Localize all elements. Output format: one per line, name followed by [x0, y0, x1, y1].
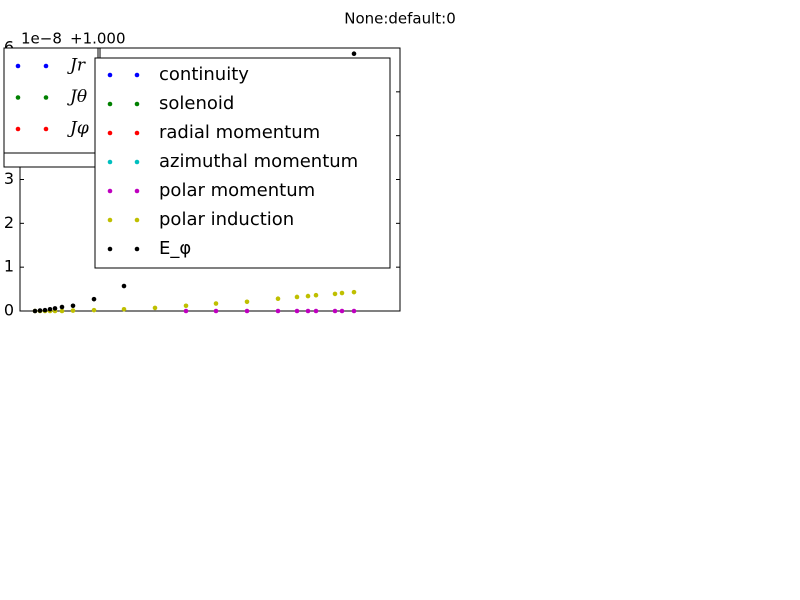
- point: [183, 303, 189, 309]
- chart-title: None:default:0: [344, 10, 456, 28]
- point: [351, 308, 357, 314]
- point: [351, 289, 357, 295]
- y-tick-label: 1: [4, 257, 14, 276]
- legend-marker: [134, 246, 140, 252]
- legend-label: solenoid: [159, 93, 234, 114]
- point: [305, 308, 311, 314]
- point: [294, 294, 300, 300]
- point: [152, 305, 158, 311]
- legend-marker: [134, 159, 140, 165]
- y-tick-label: 2: [4, 213, 14, 232]
- legend-marker: [43, 95, 49, 100]
- point: [244, 299, 250, 305]
- point: [91, 307, 97, 313]
- legends: continuity solenoid radial momentum azimuth…: [15, 56, 358, 259]
- legend-marker: [107, 130, 113, 136]
- point: [70, 303, 76, 309]
- legend-label: azimuthal momentum: [159, 151, 358, 172]
- point: [183, 308, 189, 314]
- point: [294, 308, 300, 314]
- point: [244, 308, 250, 314]
- y-tick-label: 0: [4, 301, 14, 320]
- legend-marker: [134, 72, 140, 78]
- legend-marker: [107, 188, 113, 194]
- legend-marker: [15, 126, 21, 132]
- legend-label: radial momentum: [159, 122, 320, 143]
- point: [339, 290, 345, 296]
- legend-box: [94, 57, 391, 269]
- y-tick-label: 6: [4, 38, 14, 57]
- legend-marker: [15, 63, 21, 69]
- point: [59, 308, 65, 314]
- y-offset-label: 1e−8: [21, 30, 62, 48]
- legend-marker: [107, 101, 113, 107]
- point: [275, 296, 281, 302]
- point: [339, 308, 345, 314]
- point: [32, 308, 38, 314]
- point: [213, 301, 219, 306]
- point: [47, 306, 53, 312]
- point: [213, 308, 219, 314]
- point: [305, 293, 311, 299]
- legend-marker: [43, 126, 49, 132]
- point: [313, 308, 319, 314]
- legend-marker: [134, 130, 140, 136]
- legend-marker: [107, 246, 113, 252]
- point: [121, 306, 127, 312]
- point: [42, 307, 48, 313]
- legend-marker: [43, 63, 49, 69]
- x-offset-label: +1.000: [70, 30, 126, 48]
- point: [52, 306, 58, 311]
- legend-marker: [134, 217, 140, 223]
- legend-label: Jθ: [67, 87, 87, 107]
- point: [59, 304, 65, 310]
- legend-marker: [134, 101, 140, 107]
- legend-label: polar induction: [159, 209, 294, 230]
- legend-label: E_φ: [159, 238, 191, 259]
- point: [313, 292, 319, 298]
- legend-label: Jr: [67, 56, 86, 76]
- point: [91, 296, 97, 302]
- legend-marker: [15, 95, 21, 100]
- legend-marker: [107, 72, 113, 78]
- legend-marker: [107, 217, 113, 223]
- legend-marker: [134, 188, 140, 194]
- point: [332, 291, 338, 297]
- point: [351, 51, 357, 56]
- point: [275, 308, 281, 314]
- legend-marker: [107, 159, 113, 165]
- point: [121, 283, 127, 289]
- legend-label: continuity: [159, 64, 249, 85]
- point: [70, 308, 76, 313]
- y-tick-label: 3: [4, 169, 14, 188]
- point: [37, 308, 43, 313]
- point: [332, 308, 338, 314]
- legend-label: polar momentum: [159, 180, 315, 201]
- legend-label: Jφ: [67, 119, 89, 139]
